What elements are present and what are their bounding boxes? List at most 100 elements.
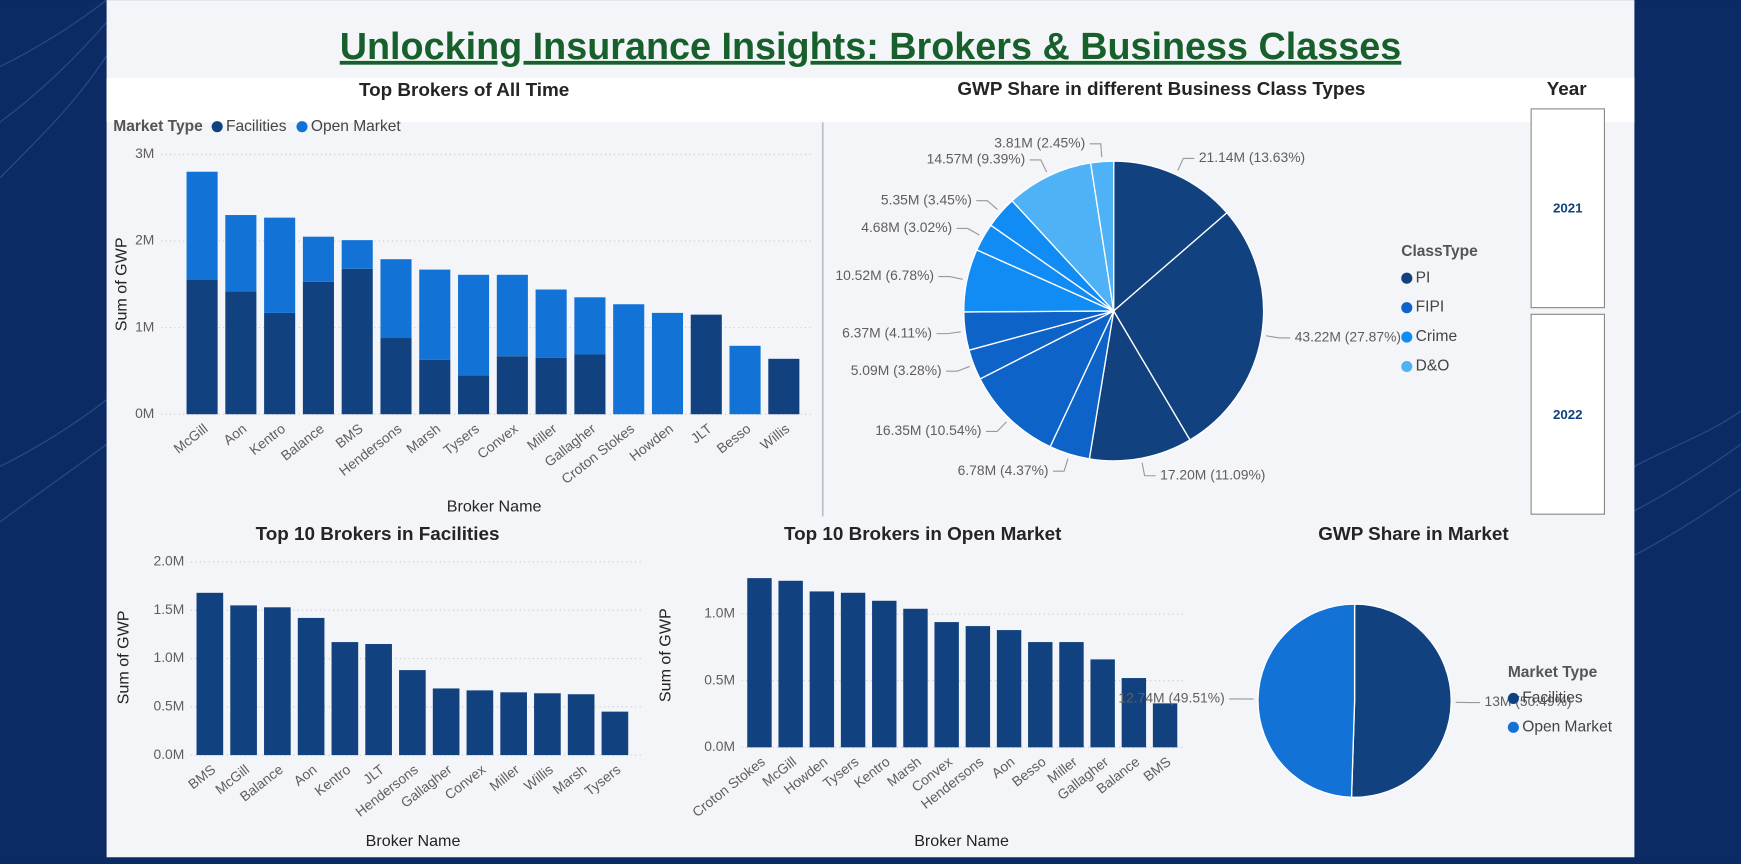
bar <box>432 688 460 756</box>
legend-title: ClassType <box>1401 243 1478 260</box>
bar-segment <box>729 345 761 415</box>
bar <box>872 600 897 748</box>
y-tick-label: 1.5M <box>154 601 185 617</box>
bar-segment <box>264 217 296 313</box>
bar <box>601 711 629 756</box>
legend-label: Open Market <box>1522 718 1612 735</box>
leader-line <box>985 421 1007 433</box>
bar-segment <box>574 354 606 415</box>
bar <box>534 693 561 756</box>
data-label: 5.35M (3.45%) <box>881 191 972 207</box>
bar-segment <box>225 215 257 292</box>
bar <box>934 622 959 748</box>
bar-segment <box>768 358 800 415</box>
y-tick-label: 1.0M <box>704 605 735 621</box>
y-tick-label: 3M <box>135 145 154 161</box>
bar <box>840 592 866 748</box>
data-label: 43.22M (27.87%) <box>1295 329 1401 345</box>
data-label: 6.37M (4.11%) <box>842 324 932 340</box>
bar-segment <box>419 269 451 360</box>
bar-segment <box>535 357 567 415</box>
legend-title: Market Type <box>1508 664 1598 681</box>
y-tick-label: 1M <box>135 318 154 334</box>
slicer-title: Year <box>1547 78 1588 99</box>
legend-label: FIPI <box>1416 299 1444 316</box>
bar <box>466 690 494 756</box>
chart-title: Top 10 Brokers in Facilities <box>256 523 500 544</box>
legend-label: Facilities <box>226 118 287 135</box>
slicer-item[interactable] <box>1530 108 1605 309</box>
bar-segment <box>264 312 296 415</box>
pie-slice <box>1011 162 1115 314</box>
bar <box>1090 659 1115 748</box>
legend-label: D&O <box>1416 358 1450 375</box>
pie-slice <box>1112 160 1228 313</box>
bar <box>567 694 595 756</box>
y-tick-label: 0.5M <box>704 671 735 687</box>
chart-title: GWP Share in different Business Class Ty… <box>957 78 1365 99</box>
legend-marker <box>1401 272 1413 284</box>
bar-segment <box>613 304 645 415</box>
data-label: 4.68M (3.02%) <box>861 219 952 235</box>
y-tick-label: 0.0M <box>154 746 185 762</box>
bar <box>996 630 1022 748</box>
bar-segment <box>186 171 218 280</box>
slicer-item-label[interactable]: 2022 <box>1553 407 1583 422</box>
bar-segment <box>535 289 567 358</box>
y-tick-label: 0.5M <box>154 697 185 713</box>
bar-segment <box>574 297 606 355</box>
data-label: 14.57M (9.39%) <box>927 151 1026 167</box>
leader-line <box>946 365 970 372</box>
decoration <box>0 0 1741 556</box>
bar-segment <box>341 268 373 415</box>
bar-segment <box>302 281 334 415</box>
bar-segment <box>341 240 373 269</box>
bar <box>903 608 928 748</box>
pie-slice <box>1088 309 1191 462</box>
bar <box>1121 678 1147 748</box>
pie-slice <box>1350 603 1452 798</box>
bar-segment <box>186 279 218 415</box>
bar <box>1028 642 1053 748</box>
bar <box>264 607 291 756</box>
bar-segment <box>225 291 257 415</box>
legend-marker <box>1401 360 1413 373</box>
leader-line <box>1177 157 1195 171</box>
legend-marker <box>1401 302 1413 314</box>
bar-segment <box>419 359 451 415</box>
bar <box>230 605 257 756</box>
leader-line <box>1265 335 1291 339</box>
legend-marker <box>1507 692 1519 705</box>
y-axis-title: Sum of GWP <box>112 237 130 331</box>
leader-line <box>1141 462 1156 477</box>
pie-slice <box>1089 160 1115 312</box>
bar-segment <box>458 375 490 415</box>
y-tick-label: 1.0M <box>154 649 185 665</box>
legend-label: Crime <box>1416 328 1457 345</box>
legend-title: Market Type <box>113 118 203 135</box>
bar <box>196 592 224 756</box>
chart-title: Top 10 Brokers in Open Market <box>784 523 1062 544</box>
bar <box>331 642 359 756</box>
y-tick-label: 2.0M <box>154 553 185 569</box>
y-tick-label: 0.0M <box>704 738 735 754</box>
x-axis-title: Broker Name <box>366 832 461 850</box>
bar <box>365 644 392 756</box>
data-label: 12.74M (49.51%) <box>1118 690 1224 706</box>
data-label: 3.81M (2.45%) <box>994 134 1085 150</box>
data-label: 21.14M (13.63%) <box>1199 149 1305 165</box>
leader-line <box>1052 458 1069 472</box>
bar-segment <box>651 312 684 415</box>
slicer-item[interactable] <box>1530 313 1605 515</box>
bar <box>1059 642 1084 748</box>
bar <box>1152 703 1178 748</box>
legend-marker <box>1507 721 1519 733</box>
leader-line <box>1089 143 1103 158</box>
slicer-item-label[interactable]: 2021 <box>1553 200 1583 215</box>
bar-segment <box>380 259 412 339</box>
legend-marker <box>1401 331 1413 343</box>
bar-segment <box>690 314 722 415</box>
y-axis-title: Sum of GWP <box>115 610 133 704</box>
